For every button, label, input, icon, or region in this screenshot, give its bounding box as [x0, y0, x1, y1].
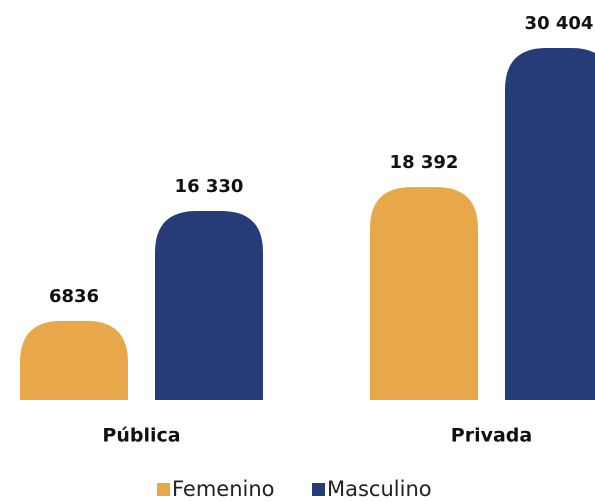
value-label: 18 392	[390, 152, 459, 173]
bar	[505, 48, 595, 400]
legend-label: Masculino	[327, 477, 432, 501]
legend-swatch	[312, 483, 325, 496]
value-label: 30 404	[525, 13, 594, 34]
category-label: Pública	[102, 425, 180, 447]
bar	[155, 210, 263, 400]
value-label: 6836	[49, 286, 99, 307]
legend-swatch	[157, 483, 170, 496]
legend-label: Femenino	[172, 477, 275, 501]
bar	[20, 320, 128, 400]
value-label: 16 330	[175, 176, 244, 197]
bar	[370, 187, 478, 400]
category-label: Privada	[451, 425, 532, 447]
